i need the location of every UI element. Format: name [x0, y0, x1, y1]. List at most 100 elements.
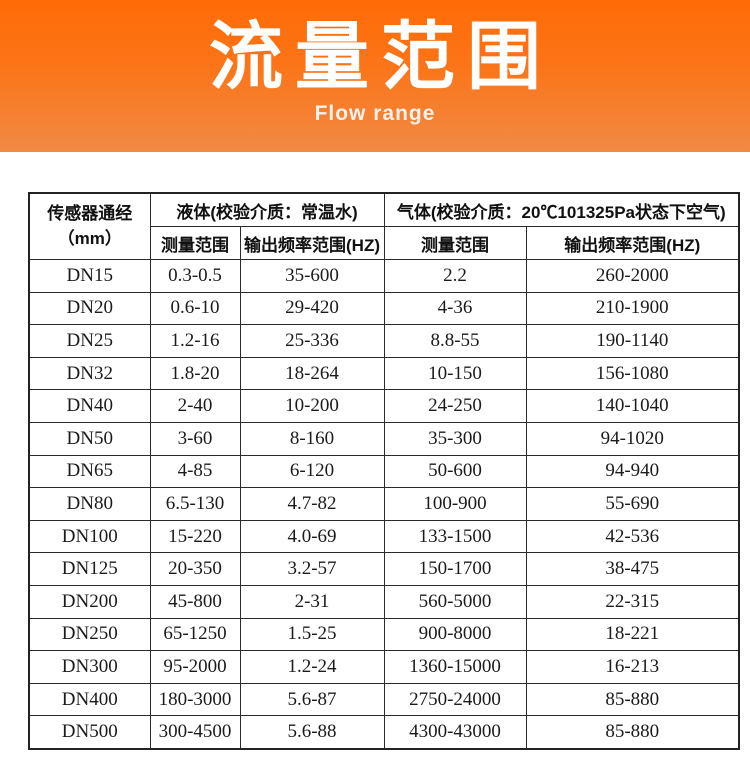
liquid-range-cell: 45-800 — [149, 584, 241, 619]
gas-freq-cell: 94-1020 — [525, 421, 740, 456]
dn-cell: DN300 — [28, 650, 151, 684]
liquid-freq-cell: 29-420 — [239, 291, 385, 326]
gas-freq-cell: 210-1900 — [525, 291, 740, 326]
dn-cell: DN65 — [28, 454, 151, 489]
gas-freq-cell: 94-940 — [525, 454, 740, 489]
liquid-range-cell: 65-1250 — [149, 617, 241, 652]
dn-cell: DN400 — [28, 682, 151, 717]
liquid-range-header: 测量范围 — [149, 226, 241, 260]
liquid-range-cell: 0.6-10 — [149, 291, 241, 326]
corner-header: 传感器通经 （mm） — [28, 192, 151, 260]
banner-title: 流量范围 — [209, 15, 553, 98]
gas-range-cell: 10-150 — [383, 356, 527, 391]
liquid-range-cell: 1.2-16 — [149, 324, 241, 358]
table-row: DN250 65-1250 1.5-25 900-8000 18-221 — [28, 617, 740, 652]
gas-freq-cell: 22-315 — [525, 584, 740, 619]
liquid-freq-cell: 8-160 — [239, 421, 385, 456]
table-row: DN80 6.5-130 4.7-82 100-900 55-690 — [28, 487, 740, 521]
liquid-range-cell: 3-60 — [149, 421, 241, 456]
gas-freq-header: 输出频率范围(HZ) — [525, 226, 740, 260]
liquid-freq-cell: 3.2-57 — [239, 552, 385, 586]
gas-range-cell: 150-1700 — [383, 552, 527, 586]
dn-cell: DN40 — [28, 389, 151, 423]
table-row: DN300 95-2000 1.2-24 1360-15000 16-213 — [28, 650, 740, 684]
liquid-freq-cell: 4.7-82 — [239, 487, 385, 521]
gas-freq-cell: 85-880 — [525, 682, 740, 717]
table-row: DN32 1.8-20 18-264 10-150 156-1080 — [28, 356, 740, 391]
liquid-freq-cell: 1.2-24 — [239, 650, 385, 684]
liquid-freq-cell: 5.6-88 — [239, 715, 385, 750]
table-row: DN20 0.6-10 29-420 4-36 210-1900 — [28, 291, 740, 326]
gas-freq-cell: 156-1080 — [525, 356, 740, 391]
header-sub-row: 测量范围 输出频率范围(HZ) 测量范围 输出频率范围(HZ) — [29, 226, 740, 260]
dn-cell: DN32 — [28, 356, 151, 391]
table-row: DN125 20-350 3.2-57 150-1700 38-475 — [28, 552, 740, 586]
flow-range-table: 传感器通经 （mm） 液体(校验介质：常温水) 气体(校验介质：20℃10132… — [28, 192, 741, 750]
gas-range-cell: 2.2 — [383, 259, 527, 293]
table-row: DN40 2-40 10-200 24-250 140-1040 — [28, 389, 740, 423]
gas-range-cell: 50-600 — [383, 454, 527, 489]
liquid-freq-cell: 10-200 — [239, 389, 385, 423]
dn-cell: DN200 — [28, 584, 151, 619]
liquid-freq-cell: 25-336 — [239, 324, 385, 358]
gas-range-cell: 4-36 — [383, 291, 527, 326]
liquid-freq-cell: 18-264 — [239, 356, 385, 391]
header-group-row: 传感器通经 （mm） 液体(校验介质：常温水) 气体(校验介质：20℃10132… — [28, 192, 740, 260]
liquid-freq-header: 输出频率范围(HZ) — [239, 226, 385, 260]
liquid-freq-cell: 2-31 — [239, 584, 385, 619]
liquid-range-cell: 0.3-0.5 — [149, 259, 241, 293]
corner-header-line1: 传感器通经 — [47, 203, 133, 223]
gas-range-cell: 560-5000 — [383, 584, 527, 619]
table-body: DN15 0.3-0.5 35-600 2.2 260-2000 DN20 0.… — [28, 259, 740, 750]
dn-cell: DN500 — [28, 715, 151, 750]
gas-freq-cell: 38-475 — [525, 552, 740, 586]
banner-subtitle: Flow range — [314, 102, 436, 125]
gas-freq-cell: 42-536 — [525, 519, 740, 554]
gas-freq-cell: 190-1140 — [525, 324, 740, 358]
dn-cell: DN25 — [28, 324, 151, 358]
liquid-freq-cell: 5.6-87 — [239, 682, 385, 717]
liquid-freq-cell: 4.0-69 — [239, 519, 385, 554]
liquid-freq-cell: 1.5-25 — [239, 617, 385, 652]
dn-cell: DN50 — [28, 421, 151, 456]
gas-group-header: 气体(校验介质：20℃101325Pa状态下空气) — [383, 192, 740, 227]
gas-freq-cell: 55-690 — [525, 487, 740, 521]
gas-freq-cell: 140-1040 — [525, 389, 740, 423]
dn-cell: DN125 — [28, 552, 151, 586]
liquid-range-cell: 6.5-130 — [149, 487, 241, 521]
liquid-range-cell: 20-350 — [149, 552, 241, 586]
gas-freq-cell: 16-213 — [525, 650, 740, 684]
gas-range-cell: 1360-15000 — [383, 650, 527, 684]
dn-cell: DN250 — [28, 617, 151, 652]
table-row: DN15 0.3-0.5 35-600 2.2 260-2000 — [28, 259, 740, 293]
liquid-range-cell: 180-3000 — [149, 682, 241, 717]
liquid-range-cell: 15-220 — [149, 519, 241, 554]
table-row: DN500 300-4500 5.6-88 4300-43000 85-880 — [28, 715, 740, 750]
liquid-range-cell: 4-85 — [149, 454, 241, 489]
table-header: 传感器通经 （mm） 液体(校验介质：常温水) 气体(校验介质：20℃10132… — [28, 192, 740, 260]
liquid-group-header: 液体(校验介质：常温水) — [149, 192, 385, 227]
gas-freq-cell: 260-2000 — [525, 259, 740, 293]
table-row: DN100 15-220 4.0-69 133-1500 42-536 — [28, 519, 740, 554]
liquid-range-cell: 300-4500 — [149, 715, 241, 750]
table-row: DN25 1.2-16 25-336 8.8-55 190-1140 — [28, 324, 740, 358]
liquid-range-cell: 1.8-20 — [149, 356, 241, 391]
gas-range-cell: 100-900 — [383, 487, 527, 521]
dn-cell: DN80 — [28, 487, 151, 521]
gas-range-cell: 24-250 — [383, 389, 527, 423]
gas-range-cell: 4300-43000 — [383, 715, 527, 750]
liquid-freq-cell: 6-120 — [239, 454, 385, 489]
gas-range-cell: 8.8-55 — [383, 324, 527, 358]
gas-freq-cell: 85-880 — [525, 715, 740, 750]
liquid-range-cell: 2-40 — [149, 389, 241, 423]
liquid-freq-cell: 35-600 — [239, 259, 385, 293]
gas-range-cell: 133-1500 — [383, 519, 527, 554]
dn-cell: DN100 — [28, 519, 151, 554]
flow-range-banner: 流量范围 Flow range — [0, 0, 750, 152]
gas-freq-cell: 18-221 — [525, 617, 740, 652]
dn-cell: DN15 — [28, 259, 151, 293]
liquid-range-cell: 95-2000 — [149, 650, 241, 684]
corner-header-line2: （mm） — [57, 228, 122, 248]
gas-range-cell: 900-8000 — [383, 617, 527, 652]
